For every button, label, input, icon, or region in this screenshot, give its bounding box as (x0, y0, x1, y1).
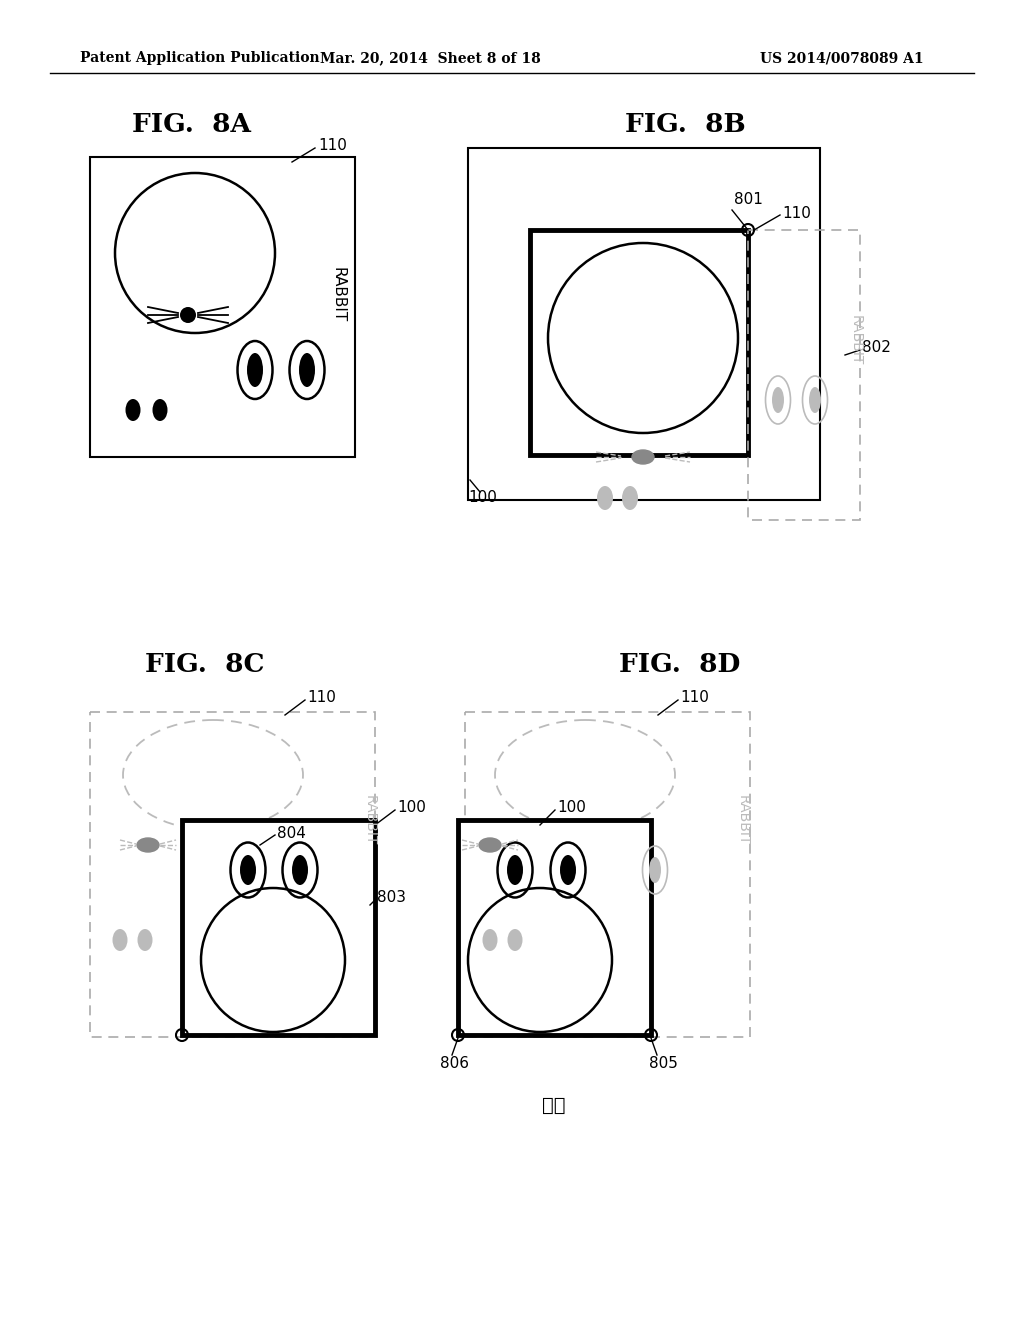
Text: 803: 803 (377, 891, 406, 906)
Bar (182, 820, 375, 1035)
Text: 802: 802 (862, 341, 891, 355)
Text: US 2014/0078089 A1: US 2014/0078089 A1 (760, 51, 924, 65)
Ellipse shape (240, 855, 256, 884)
Text: 토끼: 토끼 (543, 1096, 565, 1114)
Bar (90, 711, 375, 1038)
Ellipse shape (508, 929, 522, 950)
Text: 110: 110 (318, 139, 347, 153)
Bar (458, 820, 651, 1035)
Text: RABBIT: RABBIT (331, 268, 345, 322)
Text: 110: 110 (680, 690, 709, 705)
Ellipse shape (113, 929, 128, 950)
Text: FIG.  8B: FIG. 8B (625, 112, 745, 137)
Ellipse shape (809, 387, 821, 413)
Ellipse shape (597, 486, 613, 510)
Ellipse shape (479, 838, 501, 851)
Ellipse shape (632, 450, 654, 465)
Text: 110: 110 (307, 690, 336, 705)
Text: FIG.  8D: FIG. 8D (620, 652, 740, 677)
Bar (530, 230, 748, 455)
Ellipse shape (560, 855, 575, 884)
Text: 801: 801 (734, 193, 763, 207)
Ellipse shape (137, 929, 153, 950)
Text: 100: 100 (557, 800, 586, 816)
Ellipse shape (482, 929, 498, 950)
Ellipse shape (247, 352, 263, 387)
Ellipse shape (126, 399, 140, 421)
Ellipse shape (137, 838, 159, 851)
Text: 100: 100 (397, 800, 426, 816)
Text: 806: 806 (440, 1056, 469, 1071)
Ellipse shape (649, 857, 662, 883)
Text: 100: 100 (468, 491, 497, 506)
Text: 110: 110 (782, 206, 811, 220)
Bar (90, 157, 355, 457)
Text: 804: 804 (278, 825, 306, 841)
Text: Mar. 20, 2014  Sheet 8 of 18: Mar. 20, 2014 Sheet 8 of 18 (319, 51, 541, 65)
Ellipse shape (292, 855, 308, 884)
Ellipse shape (622, 486, 638, 510)
Ellipse shape (772, 387, 784, 413)
Bar (465, 711, 750, 1038)
Text: Patent Application Publication: Patent Application Publication (80, 51, 319, 65)
Circle shape (180, 308, 196, 323)
Text: FIG.  8C: FIG. 8C (145, 652, 265, 677)
Text: RABBIT: RABBIT (849, 314, 863, 366)
Text: RABBIT: RABBIT (736, 795, 750, 845)
Text: FIG.  8A: FIG. 8A (132, 112, 252, 137)
Text: 805: 805 (649, 1056, 678, 1071)
Bar (748, 230, 860, 520)
Ellipse shape (507, 855, 523, 884)
Ellipse shape (153, 399, 168, 421)
Text: RABBIT: RABBIT (362, 795, 377, 845)
Bar (468, 148, 820, 500)
Ellipse shape (299, 352, 315, 387)
